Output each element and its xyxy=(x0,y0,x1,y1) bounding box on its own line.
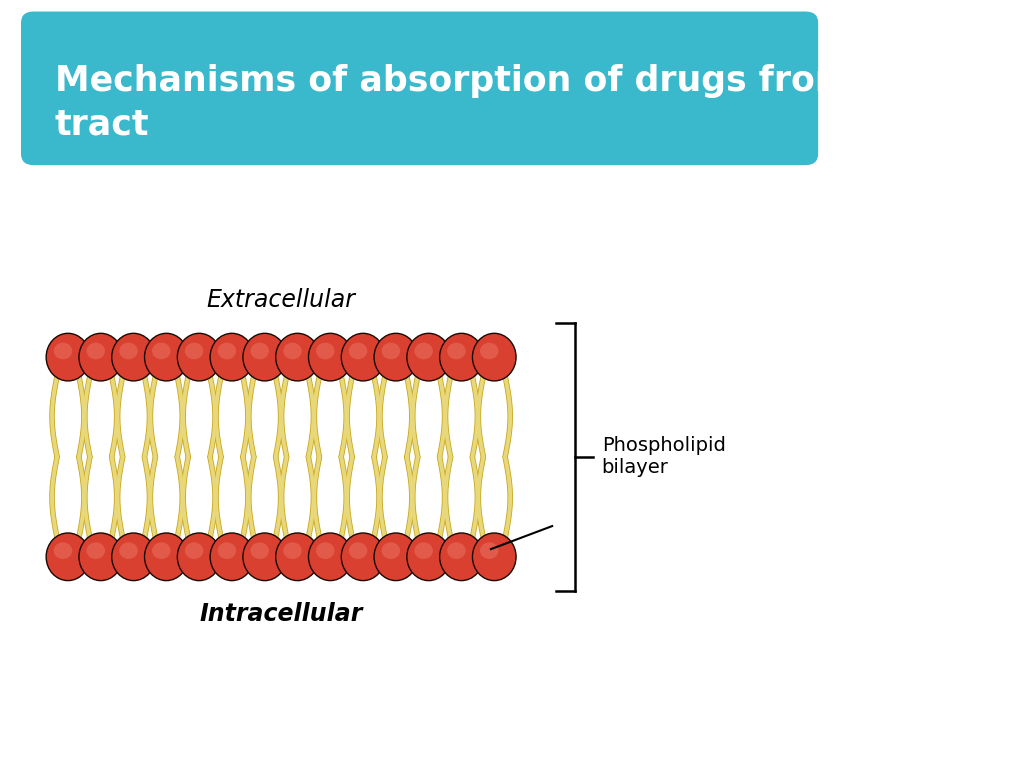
Ellipse shape xyxy=(415,542,433,559)
Ellipse shape xyxy=(46,533,90,581)
Ellipse shape xyxy=(243,533,287,581)
Ellipse shape xyxy=(112,533,156,581)
Ellipse shape xyxy=(177,533,221,581)
Ellipse shape xyxy=(341,333,385,381)
Ellipse shape xyxy=(86,343,105,359)
Ellipse shape xyxy=(53,542,73,559)
Ellipse shape xyxy=(243,333,287,381)
Ellipse shape xyxy=(46,333,90,381)
Ellipse shape xyxy=(407,333,451,381)
Ellipse shape xyxy=(447,343,466,359)
Ellipse shape xyxy=(152,343,171,359)
Ellipse shape xyxy=(144,333,188,381)
Ellipse shape xyxy=(374,533,418,581)
Ellipse shape xyxy=(218,343,237,359)
Ellipse shape xyxy=(184,343,204,359)
FancyBboxPatch shape xyxy=(20,12,818,165)
Ellipse shape xyxy=(119,343,138,359)
Ellipse shape xyxy=(472,333,516,381)
Ellipse shape xyxy=(251,542,269,559)
Ellipse shape xyxy=(53,343,73,359)
Ellipse shape xyxy=(112,333,156,381)
Ellipse shape xyxy=(382,343,400,359)
Ellipse shape xyxy=(407,533,451,581)
Text: Phospholipid
bilayer: Phospholipid bilayer xyxy=(602,436,726,478)
Ellipse shape xyxy=(480,343,499,359)
Ellipse shape xyxy=(480,542,499,559)
Ellipse shape xyxy=(284,343,302,359)
Ellipse shape xyxy=(79,533,123,581)
Ellipse shape xyxy=(349,343,368,359)
Ellipse shape xyxy=(86,542,105,559)
Text: Mechanisms of absorption of drugs from the GI: Mechanisms of absorption of drugs from t… xyxy=(54,64,981,98)
Ellipse shape xyxy=(308,533,352,581)
Ellipse shape xyxy=(316,343,335,359)
Ellipse shape xyxy=(79,333,123,381)
Ellipse shape xyxy=(177,333,221,381)
Text: Intracellular: Intracellular xyxy=(200,602,362,627)
Ellipse shape xyxy=(251,343,269,359)
Ellipse shape xyxy=(144,533,188,581)
Ellipse shape xyxy=(316,542,335,559)
Ellipse shape xyxy=(218,542,237,559)
Ellipse shape xyxy=(119,542,138,559)
Ellipse shape xyxy=(275,333,319,381)
Ellipse shape xyxy=(415,343,433,359)
Ellipse shape xyxy=(184,542,204,559)
Ellipse shape xyxy=(210,333,254,381)
Ellipse shape xyxy=(341,533,385,581)
Ellipse shape xyxy=(374,333,418,381)
Ellipse shape xyxy=(439,533,483,581)
Ellipse shape xyxy=(275,533,319,581)
Ellipse shape xyxy=(308,333,352,381)
Ellipse shape xyxy=(152,542,171,559)
Ellipse shape xyxy=(439,333,483,381)
Ellipse shape xyxy=(382,542,400,559)
Ellipse shape xyxy=(349,542,368,559)
Ellipse shape xyxy=(472,533,516,581)
Text: tract: tract xyxy=(54,108,150,141)
Ellipse shape xyxy=(447,542,466,559)
Ellipse shape xyxy=(284,542,302,559)
Ellipse shape xyxy=(210,533,254,581)
Text: Extracellular: Extracellular xyxy=(207,287,355,312)
